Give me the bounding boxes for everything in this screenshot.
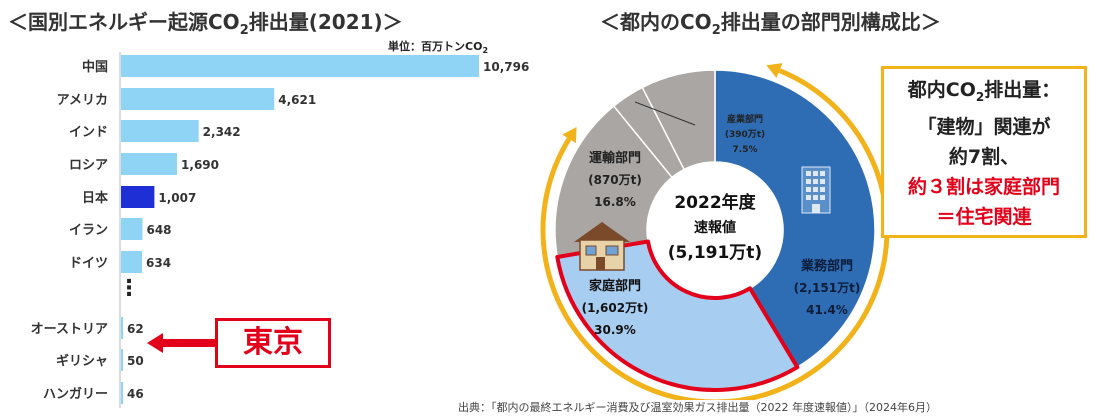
bar-category-label: インド (69, 125, 108, 140)
callout-box: 都内CO2排出量： 「建物」関連が 約7割、 約３割は家庭部門 ＝住宅関連 (881, 66, 1087, 238)
bar-title-sub: 2 (239, 23, 249, 38)
bar-8 (121, 349, 123, 371)
office-building-icon (801, 166, 831, 214)
bar-value-label: 50 (127, 354, 144, 368)
bar-category-label: アメリカ (57, 93, 108, 108)
bar-category-label: 中国 (82, 59, 108, 75)
donut-label-1-2: 30.9% (594, 323, 636, 337)
bar-value-label: 4,621 (278, 93, 316, 107)
donut-label-1-1: (1,602万t) (582, 301, 649, 315)
bar-chart-title: ＜国別エネルギー起源CO2排出量(2021)＞ (8, 6, 403, 38)
bar-category-label: ドイツ (69, 256, 108, 271)
bar-category-label: イラン (69, 223, 108, 238)
unit-sub: 2 (482, 46, 489, 56)
bar-value-label: 1,690 (181, 158, 219, 172)
tokyo-label-box: 東京 (215, 318, 331, 368)
arrow-shape (147, 333, 217, 353)
unit-text: 単位：百万トンCO (388, 40, 483, 53)
bar-title-tail: 排出量(2021)＞ (248, 10, 403, 34)
donut-center-line3: (5,191万t) (668, 243, 762, 263)
donut-label-0-1: (2,151万t) (794, 281, 861, 295)
donut-title-tail: 排出量の部門別構成比＞ (720, 10, 941, 34)
bar-value-label: 634 (146, 256, 171, 270)
donut-label-2-2: 16.8% (594, 195, 636, 209)
callout-line5: ＝住宅関連 (936, 205, 1032, 228)
donut-slice-4 (641, 69, 716, 171)
bar-value-label: 2,342 (203, 125, 241, 139)
ring-arrow-top (766, 63, 783, 78)
donut-label-2-0: 運輸部門 (589, 150, 641, 166)
unit-label: 単位：百万トンCO2 (388, 38, 488, 55)
donut-title-sub: 2 (711, 23, 721, 38)
bar-category-label: ハンガリー (43, 387, 108, 402)
donut-label-4-0: 産業部門 (727, 113, 763, 125)
bar-chart: 中国 10,796 アメリカ 4,621 インド 2,342 ロシア 1,690 日本 1,007… (31, 52, 529, 408)
bar-7 (121, 317, 124, 339)
callout-line3: 約7割、 (948, 145, 1020, 168)
house-icon (574, 222, 630, 271)
callout-line4: 約３割は家庭部門 (907, 175, 1060, 198)
donut-label-1-0: 家庭部門 (589, 278, 641, 294)
bar-category-label: ギリシャ (56, 353, 108, 369)
bar-title-text: ＜国別エネルギー起源CO (8, 10, 240, 34)
callout-line1-sub: 2 (975, 89, 985, 104)
callout-line1-tail: 排出量： (984, 79, 1061, 101)
source-note: 出典：「都内の最終エネルギー消費及び温室効果ガス排出量（2022 年度速報値）」… (458, 401, 937, 414)
bar-0 (121, 55, 479, 77)
bar-value-label: 648 (146, 223, 171, 237)
bar-9 (121, 382, 123, 404)
bar-4 (121, 186, 155, 208)
bar-5 (121, 218, 143, 240)
bar-category-label: オーストリア (31, 322, 108, 337)
bar-2 (121, 120, 199, 142)
donut-label-4-2: 7.5% (733, 145, 758, 155)
donut-label-0-0: 業務部門 (800, 258, 853, 274)
ring-arrow-left (562, 126, 577, 144)
donut-slice-1 (555, 239, 800, 392)
donut-chart: 2022年度 速報値 (5,191万t) 業務部門 (2,151万t) 41.4% 家… (540, 63, 890, 400)
bar-value-label: 62 (127, 322, 144, 336)
donut-label-0-2: 41.4% (806, 303, 848, 317)
building-ring-arc (540, 68, 890, 400)
ellipsis-marker: ⋮ (118, 276, 140, 301)
bar-3 (121, 153, 178, 175)
donut-center-line2: 速報値 (694, 219, 736, 236)
bar-value-label: 46 (127, 387, 144, 401)
donut-title-text: ＜都内のCO (600, 10, 712, 34)
donut-slice-2 (554, 105, 673, 258)
bar-category-label: ロシア (69, 158, 108, 173)
callout-line1-text: 都内CO (907, 79, 976, 101)
donut-chart-title: ＜都内のCO2排出量の部門別構成比＞ (600, 6, 941, 38)
bar-category-label: 日本 (82, 190, 108, 206)
bar-value-label: 10,796 (483, 60, 529, 74)
donut-label-4-1: (390万t) (725, 129, 765, 140)
donut-center-line1: 2022年度 (674, 192, 756, 213)
tokyo-arrow (147, 333, 217, 353)
bar-6 (121, 251, 143, 273)
callout-line1: 都内CO2排出量： (884, 75, 1084, 112)
bar-1 (121, 88, 275, 110)
bar-value-label: 1,007 (158, 191, 196, 205)
donut-label-2-1: (870万t) (588, 173, 642, 187)
callout-line2: 「建物」関連が (917, 115, 1051, 138)
gray-divider-line (634, 101, 696, 126)
